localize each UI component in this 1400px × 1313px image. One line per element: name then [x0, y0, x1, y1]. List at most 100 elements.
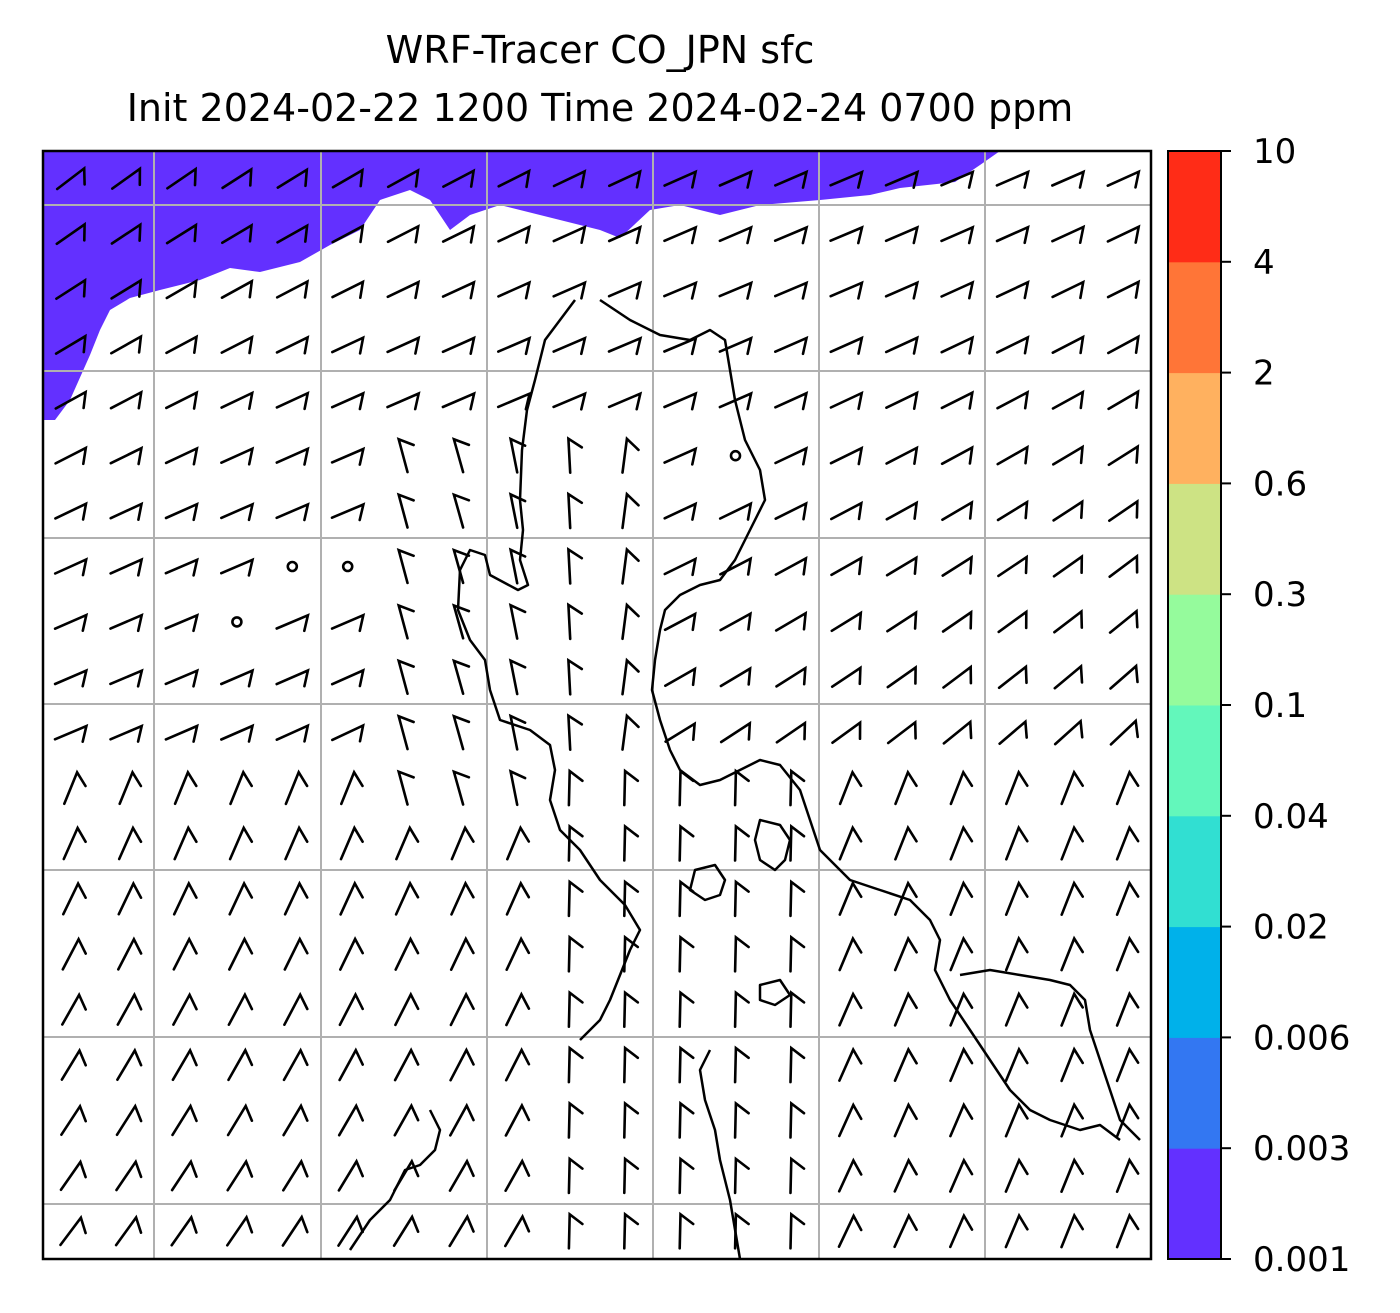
wind-barb	[719, 720, 752, 744]
wind-barb	[109, 390, 143, 410]
wind-barb	[275, 613, 310, 633]
wind-barb	[497, 280, 532, 300]
wind-barb	[118, 769, 143, 806]
wind-barb	[227, 1047, 254, 1082]
wind-barb	[451, 714, 471, 751]
wind-barb	[441, 224, 476, 244]
wind-barb	[386, 168, 420, 189]
wind-barb	[109, 557, 144, 577]
wind-barb	[505, 936, 531, 971]
wind-barb	[337, 1102, 364, 1137]
wind-barb	[504, 1213, 531, 1248]
wind-barb	[54, 389, 88, 410]
wind-barb	[829, 280, 864, 300]
wind-barb	[775, 720, 807, 744]
wind-barb	[678, 1211, 695, 1250]
colorbar-tick-label: 0.003	[1253, 1129, 1350, 1169]
wind-barb	[1052, 554, 1084, 578]
wind-barb	[949, 1102, 974, 1138]
wind-barb	[733, 1045, 750, 1084]
wind-barb	[1060, 824, 1084, 861]
wind-barb	[504, 1047, 531, 1082]
colorbar-tick-label: 10	[1253, 132, 1296, 172]
wind-barb	[733, 1156, 750, 1195]
wind-barb	[1051, 279, 1085, 300]
wind-barb	[678, 879, 695, 918]
wind-barb	[1108, 498, 1139, 522]
colorbar-bin	[1168, 1037, 1221, 1149]
wind-barb	[607, 224, 642, 245]
wind-barb	[59, 1159, 87, 1192]
wind-barb	[63, 769, 87, 806]
wind-barb	[284, 769, 309, 806]
wind-barb	[386, 335, 421, 355]
wind-barb	[393, 1158, 420, 1192]
wind-barb	[949, 769, 974, 806]
wind-barb	[386, 279, 421, 300]
wind-barb	[275, 446, 310, 466]
wind-barb	[940, 225, 975, 245]
wind-barb	[1060, 1157, 1084, 1193]
wind-barb	[719, 556, 753, 576]
wind-barb	[226, 1158, 254, 1192]
wind-barb	[396, 492, 415, 529]
wind-barb	[441, 280, 476, 300]
wind-barb	[340, 769, 364, 806]
wind-barb	[838, 991, 863, 1027]
wind-barb	[1004, 1157, 1029, 1193]
wind-barb	[829, 225, 864, 245]
wind-barb	[1053, 609, 1084, 634]
wind-barb	[733, 1100, 750, 1139]
wind-barb	[331, 279, 365, 299]
wind-barb	[1005, 769, 1029, 806]
wind-barb	[774, 335, 809, 356]
wind-barb	[1115, 1046, 1140, 1083]
wind-barb	[886, 719, 917, 745]
wind-barb	[1051, 224, 1086, 244]
wind-barb	[330, 668, 365, 688]
wind-barb	[53, 723, 89, 743]
colorbar: 0.001 0.003 0.006 0.02 0.04 0.1 0.3 0.6 2 4 10	[1167, 132, 1350, 1280]
wind-barb	[663, 446, 698, 466]
wind-barb	[220, 502, 255, 522]
wind-barb	[567, 934, 584, 973]
wind-barb	[394, 936, 420, 971]
wind-barb	[505, 880, 531, 916]
wind-barb	[441, 335, 476, 355]
wind-barb	[949, 1157, 974, 1193]
wind-barb	[60, 1047, 87, 1081]
wind-barb	[164, 557, 199, 577]
wind-barb	[330, 502, 366, 522]
wind-barb	[116, 1047, 143, 1081]
colorbar-bin	[1168, 483, 1221, 595]
wind-barb	[172, 936, 198, 971]
wind-barb	[109, 501, 144, 521]
wind-barb	[789, 879, 806, 918]
wind-barb	[893, 1212, 918, 1249]
wind-barb	[995, 335, 1030, 355]
tracer-concentration-fill	[43, 151, 1000, 420]
wind-barb	[275, 723, 310, 743]
wind-barb	[663, 556, 698, 577]
wind-barb	[1109, 718, 1139, 746]
wind-barb	[789, 823, 806, 862]
wind-barb	[338, 991, 364, 1027]
wind-barb	[395, 825, 420, 861]
wind-barb	[1004, 935, 1029, 972]
map-area	[43, 151, 1151, 1259]
wind-barb	[552, 335, 587, 356]
wind-barb	[718, 336, 753, 356]
wind-barb	[949, 1212, 974, 1249]
wind-barb	[504, 1158, 531, 1192]
wind-barb	[226, 1103, 254, 1137]
wind-barb	[719, 666, 752, 688]
wind-calm-marker	[341, 560, 354, 573]
wind-barb	[496, 391, 532, 411]
wind-barb	[220, 668, 255, 688]
wind-barb	[621, 491, 640, 530]
colorbar-tick-label: 2	[1253, 354, 1275, 394]
wind-barb	[394, 991, 420, 1027]
wind-barb	[831, 720, 862, 744]
wind-barb	[508, 769, 527, 807]
